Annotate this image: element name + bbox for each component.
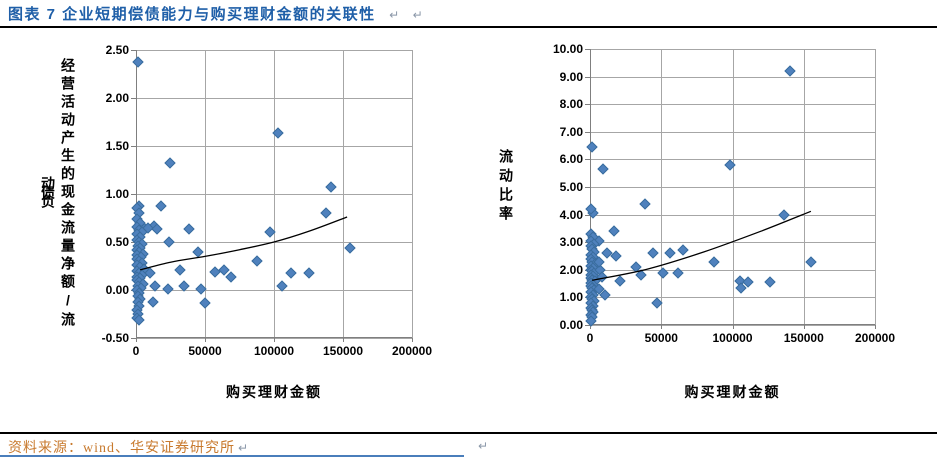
title-divider: [0, 26, 937, 28]
y-tick-mark: [585, 214, 590, 216]
plot-area-right: 10.00 9.00 8.00 7.00 6.00 5.00 4.00 3.00 2.00 1.0…: [553, 42, 895, 345]
y-tick-label: 4.00: [559, 207, 583, 222]
gridline-vertical: [732, 49, 734, 325]
x-tick-mark: [205, 338, 206, 342]
y-tick-label: 7.00: [559, 124, 583, 139]
y-tick-label: 0.00: [559, 318, 583, 332]
x-tick-mark: [412, 338, 413, 342]
x-tick-mark: [732, 325, 734, 329]
y-tick-mark: [585, 76, 590, 78]
gridline-vertical: [205, 50, 206, 338]
y-tick-mark: [131, 98, 136, 99]
y-tick-label: 8.00: [559, 97, 583, 112]
y-tick-label: 2.50: [105, 43, 129, 57]
gridline-vertical: [875, 49, 876, 325]
source-text: 资料来源：wind、华安证券研究所: [8, 441, 235, 456]
source-note: 资料来源：wind、华安证券研究所 ↵: [8, 437, 249, 457]
x-tick-mark: [590, 325, 591, 329]
x-axis-line: [136, 337, 412, 338]
y-tick-label: 1.00: [105, 187, 129, 201]
y-axis-title-left: 经营活动产生的现金流量净额/流动负债: [38, 50, 78, 338]
y-tick-label: 1.00: [559, 290, 583, 305]
gridline-vertical: [274, 50, 275, 338]
y-tick-mark: [585, 187, 590, 188]
table-bottom-border: [0, 455, 464, 457]
y-tick-label: 3.00: [559, 235, 583, 250]
x-tick-label: 100000: [712, 331, 753, 345]
y-tick-mark: [131, 146, 136, 147]
x-tick-label: 200000: [391, 344, 433, 358]
trend-line: [591, 210, 812, 281]
y-tick-label: 10.00: [552, 42, 583, 56]
gridline-vertical: [343, 50, 344, 338]
trend-line: [139, 216, 348, 271]
y-tick-mark: [131, 50, 136, 51]
y-tick-mark: [585, 325, 590, 326]
y-tick-label: 2.00: [105, 91, 129, 105]
y-tick-label: 0.50: [105, 235, 129, 249]
x-tick-mark: [343, 338, 344, 342]
y-tick-label: 0.00: [105, 283, 129, 297]
x-tick-label: 150000: [783, 331, 824, 345]
y-tick-mark: [585, 159, 590, 161]
y-tick-label: 1.50: [105, 139, 129, 153]
x-axis-title-left: 购买理财金额: [226, 384, 322, 400]
y-tick-label: 9.00: [559, 69, 583, 84]
x-tick-label: 0: [132, 344, 140, 358]
y-tick-label: 5.00: [559, 180, 583, 194]
paragraph-mark-icon: ↵: [478, 439, 489, 453]
figure-title: 图表 7 企业短期偿债能力与购买理财金额的关联性: [8, 6, 376, 23]
x-tick-label: 100000: [253, 344, 295, 358]
x-tick-mark: [661, 325, 663, 329]
x-tick-mark: [274, 338, 275, 342]
x-tick-label: 50000: [188, 344, 222, 358]
gridline-vertical: [661, 49, 663, 325]
x-tick-mark: [875, 325, 876, 329]
paragraph-mark-icon: ↵: [238, 441, 250, 455]
figure-header: 图表 7 企业短期偿债能力与购买理财金额的关联性 ↵ ↵: [8, 3, 423, 24]
y-axis-line: [136, 50, 137, 338]
source-divider: [0, 432, 937, 434]
y-tick-label: -0.50: [101, 331, 129, 345]
x-tick-label: 150000: [322, 344, 364, 358]
paragraph-mark-icon: ↵: [412, 8, 423, 22]
y-axis-line: [590, 49, 591, 325]
x-tick-label: 200000: [854, 331, 896, 345]
x-tick-mark: [136, 338, 137, 342]
y-tick-mark: [585, 104, 590, 106]
gridline-vertical: [803, 49, 805, 325]
y-tick-label: 2.00: [559, 262, 583, 277]
x-tick-mark: [803, 325, 805, 329]
y-axis-title-column: 债: [40, 185, 56, 203]
y-tick-mark: [131, 194, 136, 195]
y-axis-title-column: 经营活动产生的现金流量净额/流动负: [40, 58, 76, 330]
y-tick-mark: [585, 131, 590, 133]
y-tick-mark: [131, 338, 136, 339]
plot-area-left: 2.50 2.00 1.50 1.00 0.50 0.00 -0.50 0 50000 10000…: [102, 43, 432, 358]
paragraph-mark-icon: ↵: [389, 8, 400, 22]
gridline-vertical: [412, 50, 413, 338]
y-axis-title-right: 流动比率: [498, 149, 514, 225]
y-tick-label: 6.00: [559, 152, 583, 167]
x-tick-label: 50000: [644, 331, 678, 345]
y-tick-mark: [585, 49, 590, 50]
x-axis-line: [590, 324, 875, 325]
x-axis-title-right: 购买理财金额: [684, 384, 781, 400]
x-tick-label: 0: [586, 331, 594, 345]
